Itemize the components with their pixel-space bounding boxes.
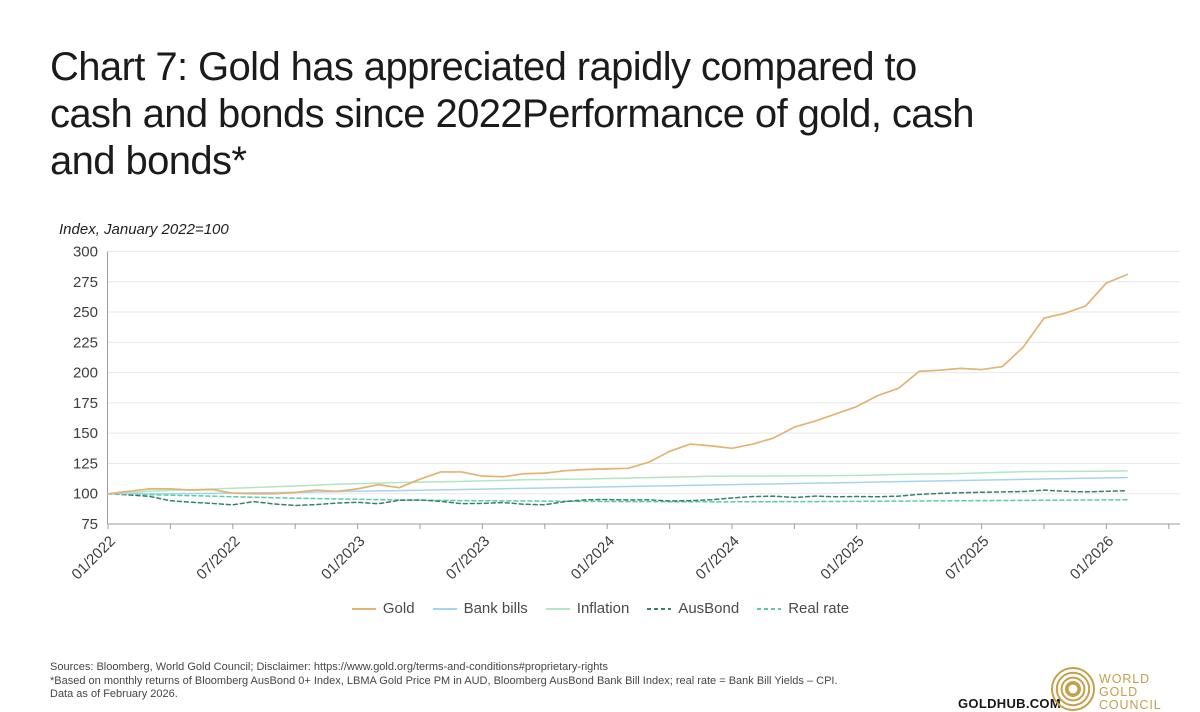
y-tick-label-250: 250	[73, 304, 98, 321]
y-tick-label-150: 150	[73, 425, 98, 442]
title-line-3: and bonds*	[50, 139, 247, 183]
y-tick-label-200: 200	[73, 365, 98, 382]
logo-ring	[1064, 680, 1081, 697]
y-tick-label-225: 225	[73, 334, 98, 351]
logo-word-gold: GOLD	[1099, 685, 1139, 700]
legend-item-inflation[interactable]: Inflation	[545, 600, 630, 617]
world-gold-council-logo-icon	[1051, 667, 1095, 711]
x-tick-label-01-2023: 01/2023	[318, 533, 368, 583]
x-tick-label-07-2025: 07/2025	[942, 533, 992, 583]
legend-item-real-rate[interactable]: Real rate	[756, 600, 849, 617]
legend-swatch-gold-icon	[351, 607, 376, 610]
x-tick-label-07-2024: 07/2024	[692, 533, 742, 583]
footer-data-asof: Data as of February 2026.	[50, 688, 178, 700]
legend-label-inflation: Inflation	[576, 600, 630, 617]
series-line-bank-bills	[107, 476, 1128, 495]
logo-ring	[1055, 671, 1091, 707]
logo-word-world: WORLD	[1099, 672, 1151, 686]
y-tick-label-100: 100	[73, 486, 98, 503]
x-tick-label-01-2026: 01/2026	[1067, 533, 1117, 583]
series-line-real-rate	[107, 492, 1128, 503]
x-tick-label-07-2023: 07/2023	[443, 533, 493, 583]
legend-item-gold[interactable]: Gold	[351, 600, 415, 617]
x-tick-label-07-2022: 07/2022	[193, 533, 243, 583]
footer-notes: Sources: Bloomberg, World Gold Council; …	[50, 661, 838, 702]
goldhub-wordmark: GOLDHUB.COM	[958, 696, 1061, 711]
footer-methodology: *Based on monthly returns of Bloomberg A…	[50, 674, 838, 687]
y-tick-label-175: 175	[73, 395, 98, 412]
logo-ring	[1051, 667, 1095, 711]
page-title: Chart 7: Gold has appreciated rapidly co…	[50, 44, 1160, 185]
legend-label-gold: Gold	[382, 600, 415, 617]
y-tick-label-275: 275	[73, 274, 98, 291]
y-axis-unit-label: Index, January 2022=100	[59, 221, 229, 238]
title-line-1: Chart 7: Gold has appreciated rapidly co…	[50, 45, 917, 89]
legend-label-real-rate: Real rate	[788, 600, 850, 617]
logo-word-council: COUNCIL	[1099, 698, 1162, 712]
series-line-gold	[107, 273, 1129, 495]
chart-legend: Gold Bank bills Inflation AusBond Real rate	[0, 600, 1200, 617]
y-tick-label-75: 75	[81, 516, 98, 533]
legend-item-ausbond[interactable]: AusBond	[646, 600, 739, 617]
x-tick-label-01-2024: 01/2024	[568, 533, 618, 583]
legend-swatch-real-rate-icon	[757, 607, 782, 610]
series-line-ausbond	[107, 489, 1128, 507]
legend-swatch-ausbond-icon	[647, 607, 672, 610]
legend-label-ausbond: AusBond	[678, 600, 740, 617]
legend-swatch-inflation-icon	[545, 607, 570, 610]
logo-ring	[1060, 676, 1086, 702]
world-gold-council-wordmark: WORLD GOLD COUNCIL	[1099, 672, 1162, 712]
legend-label-bank-bills: Bank bills	[463, 600, 528, 617]
legend-swatch-bank-bills-icon	[432, 607, 457, 610]
y-tick-label-125: 125	[73, 455, 98, 472]
series-line-inflation	[107, 470, 1128, 495]
x-tick-label-01-2022: 01/2022	[68, 533, 118, 583]
y-tick-label-300: 300	[73, 244, 98, 261]
footer-sources: Sources: Bloomberg, World Gold Council; …	[50, 661, 608, 673]
x-tick-label-01-2025: 01/2025	[817, 533, 867, 583]
legend-item-bank-bills[interactable]: Bank bills	[432, 600, 528, 617]
title-line-2: cash and bonds since 2022Performance of …	[50, 92, 975, 136]
